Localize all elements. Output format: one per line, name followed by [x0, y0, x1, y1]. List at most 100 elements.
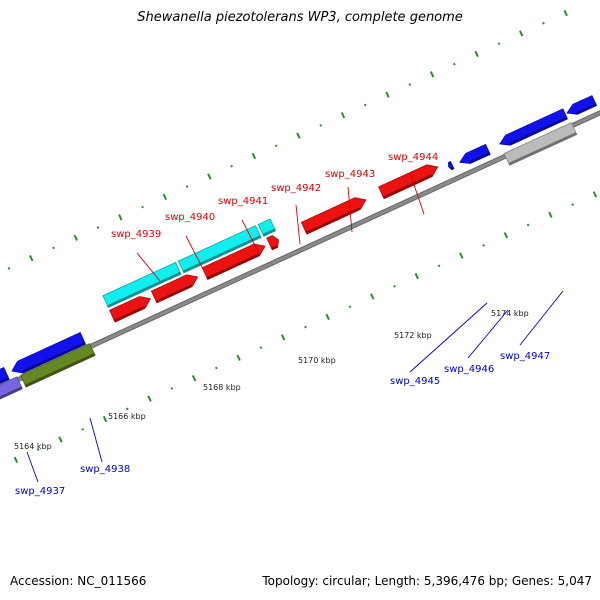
gene-blue-left-2-edge: [21, 342, 86, 374]
scale-tick: [13, 456, 19, 464]
gene-blue-left-2[interactable]: [11, 331, 87, 374]
gene-cyan-1-shape[interactable]: [102, 261, 182, 309]
scale-tick: [414, 272, 419, 280]
gene-cyan-1[interactable]: [102, 261, 182, 309]
gene-red-2[interactable]: [150, 274, 199, 304]
gene-blue-right-1[interactable]: [459, 143, 491, 164]
label-leader: [241, 219, 261, 256]
label-leader: [89, 417, 103, 463]
gene-blue-right-3[interactable]: [566, 95, 598, 115]
gene-label-top[interactable]: swp_4944: [388, 152, 438, 163]
label-leader: [136, 252, 161, 282]
tick-label: 5172 kbp: [394, 331, 432, 340]
label-leaders: [26, 172, 564, 483]
gene-label-bottom[interactable]: swp_4947: [500, 351, 550, 362]
gene-blue-mark[interactable]: [447, 160, 455, 171]
label-leader: [347, 186, 353, 233]
map-title: Shewanella piezotolerans WP3, complete g…: [137, 10, 463, 25]
scale-tick: [207, 173, 212, 180]
scale-dot: [571, 203, 574, 206]
gene-blue-right-3-edge: [576, 103, 597, 115]
scale-tick: [73, 234, 78, 241]
gene-purple-edge: [0, 386, 23, 399]
scale-tick: [340, 112, 346, 119]
gene-red-5-edge: [305, 207, 361, 235]
scale-tick: [563, 9, 568, 17]
gene-label-bottom[interactable]: swp_4938: [80, 464, 130, 475]
gene-blue-right-2[interactable]: [499, 108, 569, 146]
gene-red-4-edge: [271, 245, 278, 250]
gene-gray-shape[interactable]: [503, 122, 578, 166]
gene-cyan-3[interactable]: [257, 218, 277, 237]
gene-label-top[interactable]: swp_4942: [271, 183, 321, 194]
scale-tick: [429, 71, 435, 78]
gene-red-5[interactable]: [300, 197, 367, 235]
scale-tick: [118, 214, 123, 221]
gene-red-2-shape[interactable]: [150, 274, 199, 304]
gene-red-4[interactable]: [266, 235, 280, 251]
gene-blue-left-1[interactable]: [0, 366, 10, 389]
gene-red-6-shape[interactable]: [378, 164, 439, 200]
gene-blue-right-2-shape[interactable]: [499, 108, 569, 146]
scale-dot: [542, 21, 545, 25]
scale-dot: [96, 226, 100, 229]
gene-red-6[interactable]: [378, 164, 439, 200]
tick-label: 5174 kbp: [491, 309, 529, 318]
gene-red-5-shape[interactable]: [300, 197, 367, 235]
scale-dot: [81, 427, 85, 431]
accession-text: Accession: NC_011566: [10, 574, 147, 588]
scale-ticks: [13, 9, 598, 464]
gene-red-1-edge: [113, 306, 145, 323]
scale-tick: [503, 232, 509, 239]
gene-olive-edge: [24, 353, 96, 388]
tick-label: 5164 kbp: [14, 442, 52, 451]
scale-dot: [215, 366, 218, 370]
scale-tick: [281, 334, 286, 341]
scale-tick: [147, 395, 152, 402]
gene-red-1[interactable]: [109, 296, 152, 323]
scale-tick: [459, 252, 464, 259]
scale-dot: [437, 264, 441, 268]
scale-tick: [385, 91, 390, 98]
scale-tick: [325, 313, 330, 321]
scale-dot: [36, 448, 40, 452]
label-leader: [409, 302, 488, 373]
genome-summary: Topology: circular; Length: 5,396,476 bp…: [262, 574, 592, 588]
gene-label-top[interactable]: swp_4940: [165, 212, 215, 223]
scale-dot: [274, 144, 278, 148]
scale-tick: [58, 436, 63, 443]
tick-label: 5170 kbp: [298, 356, 336, 365]
gene-cyan-3-edge: [262, 228, 276, 237]
gene-label-bottom[interactable]: swp_4937: [15, 486, 65, 497]
scale-tick: [191, 375, 197, 382]
gene-label-top[interactable]: swp_4939: [111, 229, 161, 240]
scale-dot: [319, 124, 323, 127]
gene-label-top[interactable]: swp_4943: [325, 169, 375, 180]
label-leader: [467, 309, 509, 359]
label-leader: [26, 451, 39, 483]
scale-dot: [125, 407, 129, 411]
label-leader: [409, 172, 425, 215]
scale-tick: [548, 211, 553, 218]
scale-dot: [363, 103, 367, 107]
label-leader: [185, 235, 205, 272]
gene-red-3-edge: [206, 253, 260, 280]
scale-dot: [170, 387, 174, 390]
scale-dot: [453, 62, 456, 66]
gene-olive[interactable]: [20, 343, 96, 388]
scale-tick: [296, 132, 301, 139]
tick-labels: 5164 kbp 5166 kbp 5168 kbp 5170 kbp 5172 kbp…: [14, 309, 529, 451]
scale-tick: [592, 191, 598, 198]
scale-tick: [102, 415, 108, 423]
gene-label-bottom[interactable]: swp_4945: [390, 376, 440, 387]
gene-purple[interactable]: [0, 376, 23, 406]
gene-label-top[interactable]: swp_4941: [218, 196, 268, 207]
scale-dot: [304, 325, 307, 329]
gene-olive-shape[interactable]: [20, 343, 96, 388]
scale-dot: [482, 244, 485, 247]
gene-label-bottom[interactable]: swp_4946: [444, 364, 494, 375]
gene-blue-mark-edge: [450, 166, 454, 170]
scale-tick: [29, 255, 34, 262]
gene-gray[interactable]: [503, 122, 578, 166]
